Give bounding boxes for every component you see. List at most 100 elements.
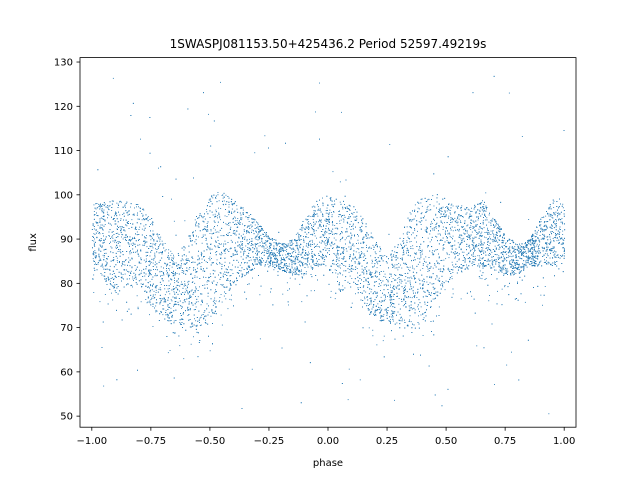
data-point [331, 242, 332, 243]
data-point [112, 235, 114, 237]
data-point [447, 208, 449, 210]
data-point [398, 298, 400, 299]
data-point [261, 228, 263, 230]
data-point [160, 236, 162, 238]
data-point [204, 315, 206, 317]
data-point [527, 259, 529, 261]
data-point [135, 273, 137, 275]
data-point [427, 264, 429, 266]
data-point [93, 204, 95, 206]
data-point [264, 265, 266, 267]
data-point [522, 263, 523, 265]
data-point [273, 242, 275, 244]
data-point [254, 224, 256, 226]
data-point [272, 263, 274, 265]
data-point [98, 250, 100, 252]
data-point [137, 306, 139, 308]
data-point [102, 254, 104, 256]
data-point [318, 208, 320, 210]
data-point [159, 287, 161, 289]
data-point [389, 305, 391, 307]
data-point [556, 223, 557, 224]
data-point [541, 229, 543, 231]
data-point [116, 242, 117, 244]
data-point [222, 275, 224, 277]
data-point [518, 251, 520, 253]
data-point [223, 250, 225, 252]
data-point [97, 231, 99, 233]
data-point [308, 251, 309, 253]
data-point [419, 311, 420, 312]
data-point [342, 208, 344, 210]
data-point [206, 281, 208, 283]
data-point [379, 250, 381, 252]
data-point [235, 254, 237, 255]
data-point [135, 251, 136, 253]
data-point [561, 218, 563, 220]
data-point [166, 264, 168, 266]
data-point [499, 240, 501, 241]
data-point [305, 254, 307, 256]
data-point [471, 231, 473, 233]
data-point [520, 247, 522, 248]
data-point [384, 273, 386, 275]
data-point [98, 249, 100, 250]
data-point [286, 246, 288, 248]
data-point [563, 252, 565, 254]
data-point [242, 248, 243, 250]
data-point [162, 243, 164, 245]
data-point [383, 314, 385, 316]
data-point [527, 241, 529, 242]
data-point [333, 253, 335, 254]
data-point [98, 247, 100, 249]
data-point [427, 271, 429, 272]
data-point [554, 212, 556, 214]
data-point [497, 237, 499, 239]
data-point [546, 257, 547, 258]
data-point [381, 308, 383, 310]
data-point [422, 265, 424, 266]
data-point [219, 247, 220, 248]
data-point [390, 275, 392, 277]
data-point [370, 236, 372, 238]
data-point [339, 264, 341, 266]
data-point [546, 260, 547, 262]
data-point [448, 257, 450, 259]
data-point [337, 258, 339, 260]
data-point [478, 228, 480, 230]
data-point [479, 209, 481, 211]
data-point [507, 241, 508, 242]
data-point [101, 208, 103, 209]
data-point [208, 113, 209, 115]
data-point [279, 255, 281, 256]
data-point [458, 267, 459, 269]
data-point [297, 249, 299, 251]
data-point [534, 232, 536, 234]
data-point [139, 269, 140, 271]
data-point [400, 264, 401, 266]
data-point [228, 214, 230, 216]
data-point [554, 261, 556, 263]
data-point [399, 313, 401, 315]
data-point [154, 244, 156, 246]
data-point [227, 279, 229, 281]
data-point [215, 197, 217, 199]
data-point [525, 260, 527, 262]
data-point [433, 227, 435, 229]
data-point [377, 303, 379, 305]
data-point [234, 232, 236, 234]
data-point [278, 267, 279, 269]
data-point [461, 271, 463, 273]
data-point [338, 216, 340, 218]
data-point [336, 259, 338, 261]
data-point [451, 203, 453, 205]
data-point [520, 251, 522, 253]
data-point [94, 238, 95, 240]
data-point [499, 236, 501, 237]
data-point [432, 229, 434, 231]
data-point [488, 300, 490, 302]
data-point [312, 219, 314, 220]
data-point [547, 236, 549, 238]
data-point [477, 204, 479, 205]
data-point [180, 305, 181, 307]
